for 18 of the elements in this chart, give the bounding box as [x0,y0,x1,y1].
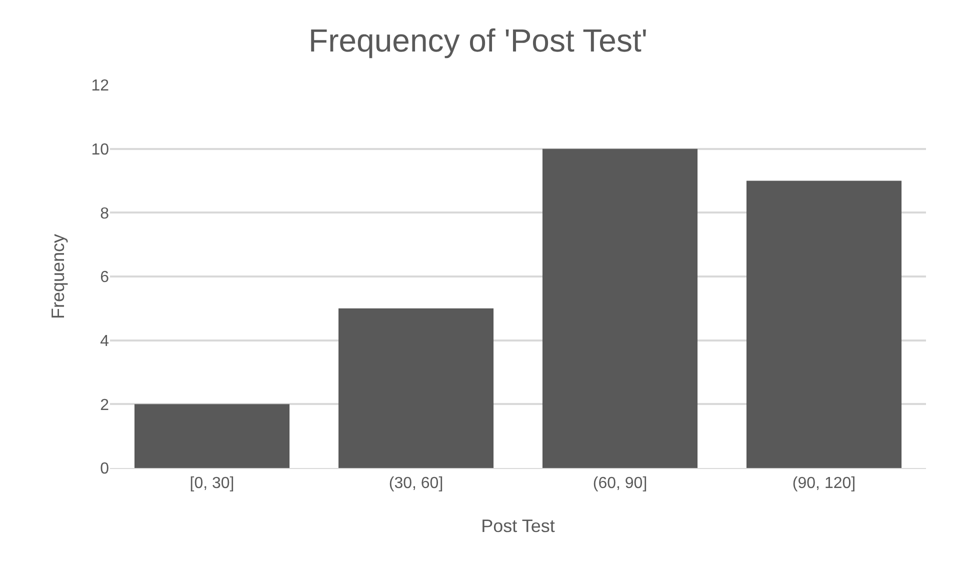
chart-title: Frequency of 'Post Test' [308,22,648,58]
bar [746,180,902,468]
y-tick-label: 4 [100,332,110,350]
y-tick-label: 6 [100,269,110,286]
bar [134,404,290,468]
y-axis-title: Frequency [48,234,68,320]
x-tick-label: (30, 60] [388,475,444,492]
y-tick-label: 10 [91,141,110,158]
y-tick-label: 0 [100,460,110,478]
bar [338,308,494,468]
y-tick-label: 2 [100,396,110,414]
x-tick-label: (90, 120] [792,475,856,492]
x-axis-title: Post Test [481,516,555,536]
y-tick-label: 12 [91,78,110,95]
x-tick-label: [0, 30] [190,475,234,492]
bar [542,148,698,468]
y-tick-label: 8 [100,205,110,222]
x-tick-label: (60, 90] [592,475,648,492]
